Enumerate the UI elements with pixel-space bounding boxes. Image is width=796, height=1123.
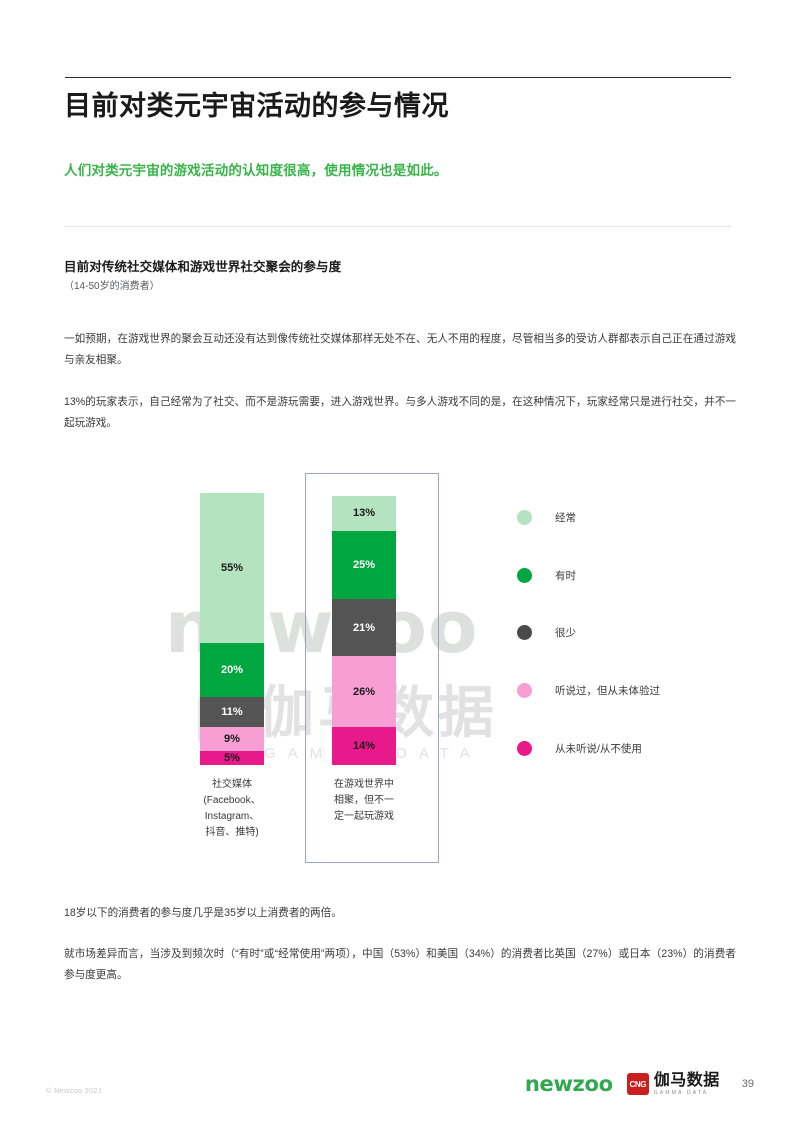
gamma-data-logo-en: GAMMA DATA — [653, 1089, 709, 1096]
legend-label: 有时 — [555, 570, 576, 582]
legend-item[interactable]: 从未听说/从不使用 — [517, 741, 642, 756]
footer-copyright: © Newzoo 2021 — [46, 1086, 103, 1095]
legend-item[interactable]: 经常 — [517, 510, 576, 525]
bar-segment: 9% — [200, 726, 264, 752]
bar-segment: 13% — [332, 495, 396, 532]
chart-title: 目前对传统社交媒体和游戏世界社交聚会的参与度 — [64, 260, 342, 274]
legend-label: 很少 — [555, 627, 576, 639]
page-number: 39 — [741, 1078, 754, 1090]
header-rule — [65, 77, 731, 78]
bar-segment: 25% — [332, 531, 396, 600]
gamma-data-logo-cn: 伽马数据 — [653, 1071, 720, 1089]
stacked-bar-chart: newzoo 伽马数据 GAMMA DATA 55%20%11%9%5%社交媒体… — [0, 455, 796, 865]
page-kicker: 人们对类元宇宙的游戏活动的认知度很高，使用情况也是如此。 — [64, 163, 448, 178]
legend-item[interactable]: 听说过，但从未体验过 — [517, 683, 660, 698]
axis-category-label: 社交媒体 (Facebook、 Instagram、 抖音、推特) — [203, 779, 261, 838]
legend-swatch-icon — [517, 683, 532, 698]
legend-swatch-icon — [517, 510, 532, 525]
legend-item[interactable]: 有时 — [517, 568, 576, 583]
cng-logo-icon: CNG — [626, 1073, 649, 1095]
gamma-data-logo: 伽马数据 GAMMA DATA — [653, 1071, 720, 1096]
page-title: 目前对类元宇宙活动的参与情况 — [64, 91, 449, 121]
legend-swatch-icon — [517, 568, 532, 583]
section-divider — [65, 226, 731, 227]
bar-segment: 14% — [332, 726, 396, 765]
stacked-bar: 55% 20% 11% 9% 5% — [200, 493, 264, 765]
axis-category-label: 在游戏世界中 相聚，但不一 定一起玩游戏 — [334, 779, 394, 822]
highlight-box — [305, 473, 439, 863]
bar-segment: 20% — [200, 642, 264, 697]
legend-label: 经常 — [555, 512, 576, 524]
body-paragraph-4: 就市场差异而言，当涉及到频次时（“有时”或“经常使用”两项），中国（53%）和美… — [64, 948, 736, 981]
chart-subtitle: （14-50岁的消费者） — [64, 281, 160, 292]
body-paragraph-1: 一如预期，在游戏世界的聚会互动还没有达到像传统社交媒体那样无处不在、无人不用的程… — [64, 333, 736, 366]
bar-segment: 26% — [332, 656, 396, 727]
legend-swatch-icon — [517, 741, 532, 756]
legend-swatch-icon — [517, 625, 532, 640]
newzoo-logo: newzoo — [524, 1072, 613, 1096]
legend-item[interactable]: 很少 — [517, 625, 576, 640]
body-paragraph-3: 18岁以下的消费者的参与度几乎是35岁以上消费者的两倍。 — [64, 907, 342, 919]
stacked-bar: 13% 25% 21% 26% 14% — [332, 495, 396, 765]
bar-segment: 21% — [332, 599, 396, 657]
body-paragraph-2: 13%的玩家表示，自己经常为了社交、而不是游玩需要，进入游戏世界。与多人游戏不同… — [64, 396, 736, 429]
bar-segment: 11% — [200, 696, 264, 727]
bar-segment: 55% — [200, 493, 264, 643]
legend-label: 听说过，但从未体验过 — [555, 685, 660, 697]
legend-label: 从未听说/从不使用 — [555, 743, 642, 755]
footer-logos: newzoo CNG 伽马数据 GAMMA DATA 39 — [525, 1072, 754, 1096]
bar-segment: 5% — [200, 751, 264, 765]
